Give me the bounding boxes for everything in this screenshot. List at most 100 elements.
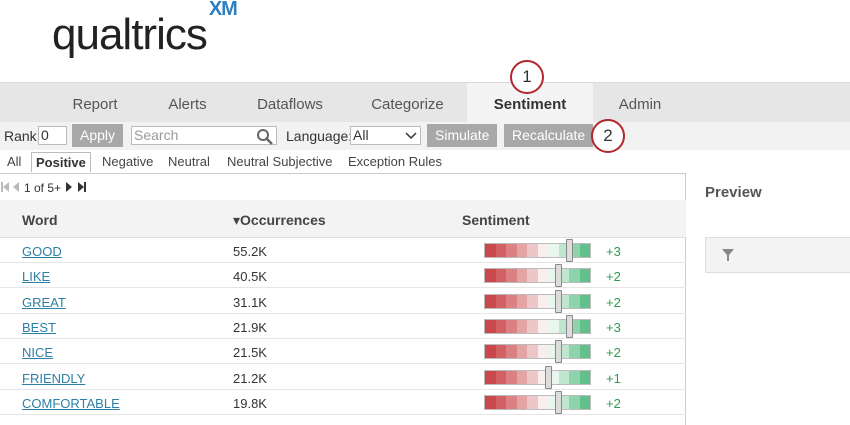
slider-segment (548, 345, 559, 359)
nav-tab[interactable]: Dataflows (257, 96, 323, 113)
nav-tab[interactable]: Alerts (168, 96, 207, 113)
sentiment-score: +2 (606, 395, 621, 411)
pager-next[interactable] (64, 181, 89, 193)
sentiment-slider[interactable] (484, 243, 591, 258)
slider-segment (558, 319, 569, 333)
slider-segment (558, 370, 569, 384)
slider-segment (548, 269, 559, 283)
slider-segment (548, 319, 559, 333)
filter-tab[interactable]: Negative (102, 154, 154, 169)
column-header[interactable]: Word (22, 212, 58, 228)
slider-segment (569, 395, 580, 409)
search-icon (257, 129, 273, 145)
word-link[interactable]: BEST (22, 319, 56, 335)
slider-segment (485, 345, 496, 359)
slider-handle[interactable] (555, 390, 563, 414)
slider-segment (527, 345, 538, 359)
slider-handle[interactable] (555, 340, 563, 364)
slider-segment (558, 244, 569, 257)
word-link[interactable]: NICE (22, 345, 54, 361)
slider-segment (495, 319, 506, 333)
sentiment-slider[interactable] (484, 293, 591, 309)
filter-tab[interactable]: Exception Rules (348, 154, 442, 169)
pager-prev[interactable] (0, 181, 25, 193)
sentiment-score: +3 (606, 244, 621, 259)
slider-segment (516, 269, 527, 283)
preview-filter[interactable] (705, 237, 850, 273)
slider-segment (548, 244, 559, 257)
slider-handle[interactable] (555, 264, 563, 288)
nav-tab[interactable]: Categorize (371, 96, 444, 113)
slider-segment (506, 395, 517, 409)
slider-handle[interactable] (566, 239, 574, 262)
word-link[interactable]: GOOD (22, 244, 62, 259)
slider-segment (548, 395, 559, 409)
filter-tab[interactable]: All (7, 154, 22, 169)
sentiment-slider[interactable] (484, 268, 591, 284)
sentiment-score: +2 (606, 345, 621, 361)
occurrences: 31.1K (233, 294, 267, 310)
nav-bar: Report Alerts Dataflows Categorize Senti… (0, 82, 850, 123)
word-link[interactable]: FRIENDLY (22, 370, 86, 386)
simulate-button[interactable]: Simulate (427, 124, 498, 147)
filter-tab[interactable]: Neutral (168, 154, 210, 169)
slider-segment (569, 345, 580, 359)
slider-segment (569, 294, 580, 308)
word-panel (0, 173, 686, 425)
sentiment-slider[interactable] (484, 318, 591, 334)
slider-segment (527, 294, 538, 308)
slider-segment (516, 395, 527, 409)
nav-tab[interactable]: Admin (618, 96, 662, 113)
filter-tab[interactable]: Neutral Subjective (227, 154, 333, 169)
slider-segment (548, 294, 559, 308)
slider-segment (485, 395, 496, 409)
table-row: FRIENDLY 21.2K +1 (0, 365, 686, 390)
recalculate-button[interactable]: Recalculate (504, 124, 594, 147)
column-header[interactable]: Sentiment (462, 212, 530, 228)
occurrences: 19.8K (233, 395, 267, 411)
slider-segment (537, 269, 548, 283)
slider-segment (485, 294, 496, 308)
slider-segment (537, 370, 548, 384)
slider-segment (537, 395, 548, 409)
search-input[interactable]: Search (131, 126, 277, 145)
slider-segment (527, 244, 538, 257)
sort-header[interactable]: ▾Occurrences (233, 212, 326, 228)
word-link[interactable]: LIKE (22, 269, 51, 285)
word-link[interactable]: COMFORTABLE (22, 395, 120, 411)
slider-segment (527, 319, 538, 333)
nav-tab[interactable]: Report (72, 96, 118, 113)
apply-button[interactable]: Apply (72, 124, 124, 147)
sentiment-score: +2 (606, 269, 621, 285)
slider-segment (516, 294, 527, 308)
sentiment-slider[interactable] (484, 344, 591, 360)
slider-segment (495, 294, 506, 308)
slider-handle[interactable] (555, 289, 563, 313)
slider-segment (506, 269, 517, 283)
language-label: Language: (286, 128, 353, 144)
logo-text: qualtrics (52, 10, 208, 59)
slider-segment (537, 244, 548, 257)
slider-segment (569, 319, 580, 333)
sentiment-score: +2 (606, 294, 621, 310)
word-link[interactable]: GREAT (22, 294, 66, 310)
occurrences: 21.2K (233, 370, 267, 386)
slider-segment (485, 370, 496, 384)
slider-handle[interactable] (544, 365, 552, 389)
filter-tab-active[interactable]: Positive (31, 152, 91, 172)
rank-input[interactable]: 0 (38, 126, 67, 145)
slider-segment (495, 269, 506, 283)
occurrences: 21.9K (233, 319, 267, 335)
sentiment-slider[interactable] (484, 394, 591, 410)
slider-segment (485, 319, 496, 333)
slider-segment (527, 395, 538, 409)
slider-segment (579, 319, 590, 333)
slider-handle[interactable] (566, 314, 574, 338)
language-select[interactable]: All (350, 126, 421, 145)
slider-segment (569, 370, 580, 384)
logo-badge: XM (208, 0, 238, 21)
sentiment-slider[interactable] (484, 369, 591, 385)
callout: 2 (591, 119, 625, 153)
toolbar: Rank: 0 Apply Search Language: All Simul… (0, 122, 850, 150)
